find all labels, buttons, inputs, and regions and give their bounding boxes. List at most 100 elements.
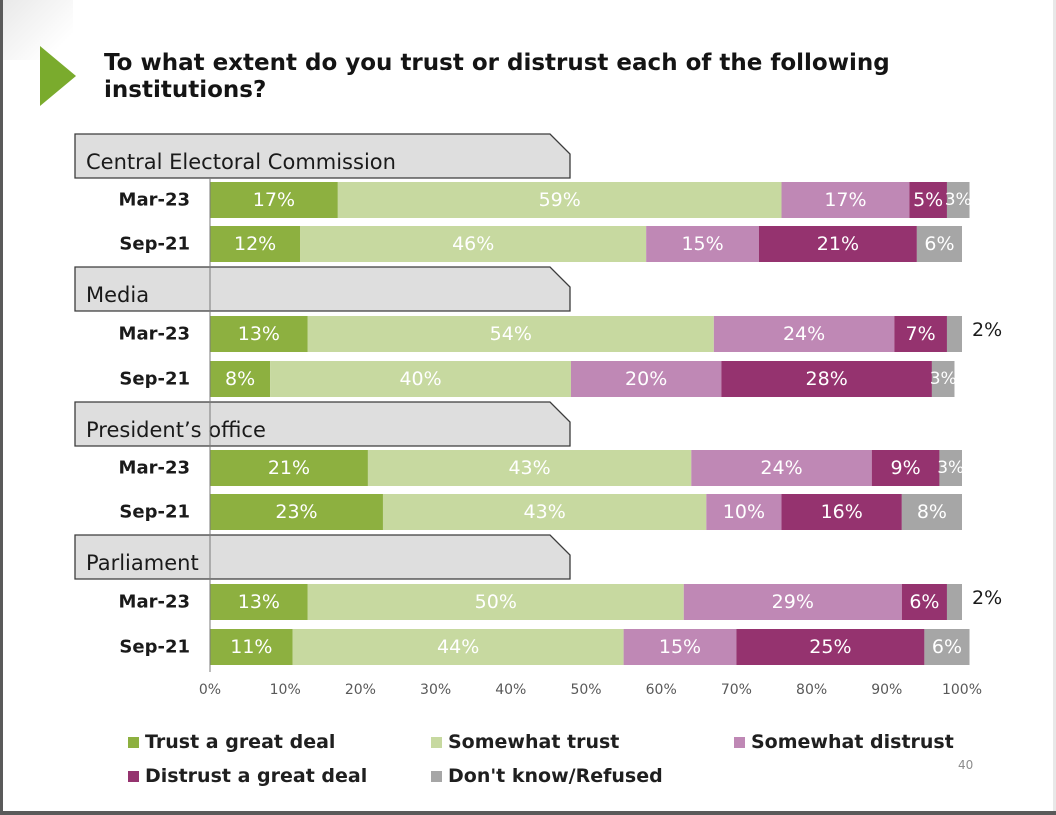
group-header-label: Central Electoral Commission <box>86 150 396 174</box>
bar-segment <box>916 226 962 262</box>
page-number: 40 <box>958 758 974 772</box>
bar-segment <box>924 629 970 665</box>
group-header-tab <box>74 266 571 312</box>
data-label: 9% <box>891 457 921 479</box>
data-label: 28% <box>806 368 848 390</box>
row-label: Sep-21 <box>119 234 190 255</box>
row-label: Mar-23 <box>119 324 190 345</box>
x-tick-label: 20% <box>345 682 376 698</box>
bar-segment <box>307 584 684 620</box>
data-label: 23% <box>275 501 317 523</box>
data-label: 20% <box>625 368 667 390</box>
data-label: 44% <box>437 636 479 658</box>
row-label: Mar-23 <box>119 458 190 479</box>
x-tick-label: 90% <box>871 682 902 698</box>
bar-segment <box>367 450 692 486</box>
x-tick-label: 10% <box>270 682 301 698</box>
data-label: 43% <box>524 501 566 523</box>
bar-segment <box>713 316 895 352</box>
bar-segment <box>210 584 308 620</box>
data-label: 6% <box>924 233 954 255</box>
x-tick-label: 0% <box>199 682 221 698</box>
data-label: 17% <box>824 189 866 211</box>
bar-segment <box>300 226 647 262</box>
bar-segment <box>210 450 368 486</box>
bar-segment <box>946 182 970 218</box>
bar-segment <box>210 316 308 352</box>
data-label: 5% <box>913 189 943 211</box>
bar-segment <box>570 361 722 397</box>
data-label: 29% <box>772 591 814 613</box>
bar-segment <box>210 226 301 262</box>
bottom-border <box>0 811 1056 815</box>
bar-segment <box>909 182 947 218</box>
row-label: Sep-21 <box>119 369 190 390</box>
x-tick-label: 40% <box>495 682 526 698</box>
data-label: 54% <box>490 323 532 345</box>
bar-segment <box>946 316 962 352</box>
bar-segment <box>721 361 932 397</box>
data-label: 6% <box>909 591 939 613</box>
bar-segment <box>292 629 624 665</box>
group-header-tab <box>74 133 571 179</box>
bar-segment <box>706 494 782 530</box>
data-label: 24% <box>783 323 825 345</box>
data-label: 3% <box>937 458 964 478</box>
x-tick-label: 50% <box>570 682 601 698</box>
data-label: 16% <box>821 501 863 523</box>
bar-segment <box>781 494 902 530</box>
bar-segment <box>871 450 940 486</box>
right-border <box>1053 0 1056 815</box>
bar-segment <box>623 629 737 665</box>
slide-title: To what extent do you trust or distrust … <box>104 50 890 103</box>
data-label: 15% <box>681 233 723 255</box>
play-arrow-icon <box>40 46 76 106</box>
bar-segment <box>210 182 338 218</box>
data-label: 10% <box>723 501 765 523</box>
bar-segment <box>683 584 902 620</box>
bar-segment <box>758 226 917 262</box>
bar-segment <box>691 450 872 486</box>
left-border <box>0 0 3 815</box>
group-header-label: Parliament <box>86 551 199 575</box>
bar-segment <box>894 316 947 352</box>
bar-segment <box>307 316 714 352</box>
row-label: Mar-23 <box>119 592 190 613</box>
x-tick-label: 30% <box>420 682 451 698</box>
bar-segment <box>931 361 955 397</box>
data-label: 13% <box>238 323 280 345</box>
data-label: 11% <box>230 636 272 658</box>
data-label: 8% <box>225 368 255 390</box>
bar-segment <box>901 584 947 620</box>
bar-segment <box>646 226 759 262</box>
bar-segment <box>210 361 271 397</box>
data-label: 3% <box>930 369 957 389</box>
data-label: 15% <box>659 636 701 658</box>
data-label: 6% <box>932 636 962 658</box>
x-tick-label: 70% <box>721 682 752 698</box>
data-label: 46% <box>452 233 494 255</box>
data-label: 25% <box>809 636 851 658</box>
group-header-tab <box>74 401 571 447</box>
data-label: 59% <box>539 189 581 211</box>
data-label: 7% <box>906 323 936 345</box>
data-label: 24% <box>760 457 802 479</box>
data-label: 21% <box>817 233 859 255</box>
bar-segment <box>939 450 962 486</box>
group-header-label: President’s office <box>86 418 266 442</box>
bar-segment <box>210 494 383 530</box>
data-label: 13% <box>238 591 280 613</box>
row-label: Sep-21 <box>119 502 190 523</box>
data-label: 43% <box>508 457 550 479</box>
x-tick-label: 80% <box>796 682 827 698</box>
data-label: 2% <box>972 587 1002 609</box>
bar-segment <box>781 182 910 218</box>
bar-segment <box>210 629 293 665</box>
bar-segment <box>337 182 782 218</box>
x-tick-label: 60% <box>646 682 677 698</box>
data-label: 8% <box>917 501 947 523</box>
data-label: 3% <box>945 190 972 210</box>
row-label: Sep-21 <box>119 637 190 658</box>
data-label: 2% <box>972 319 1002 341</box>
